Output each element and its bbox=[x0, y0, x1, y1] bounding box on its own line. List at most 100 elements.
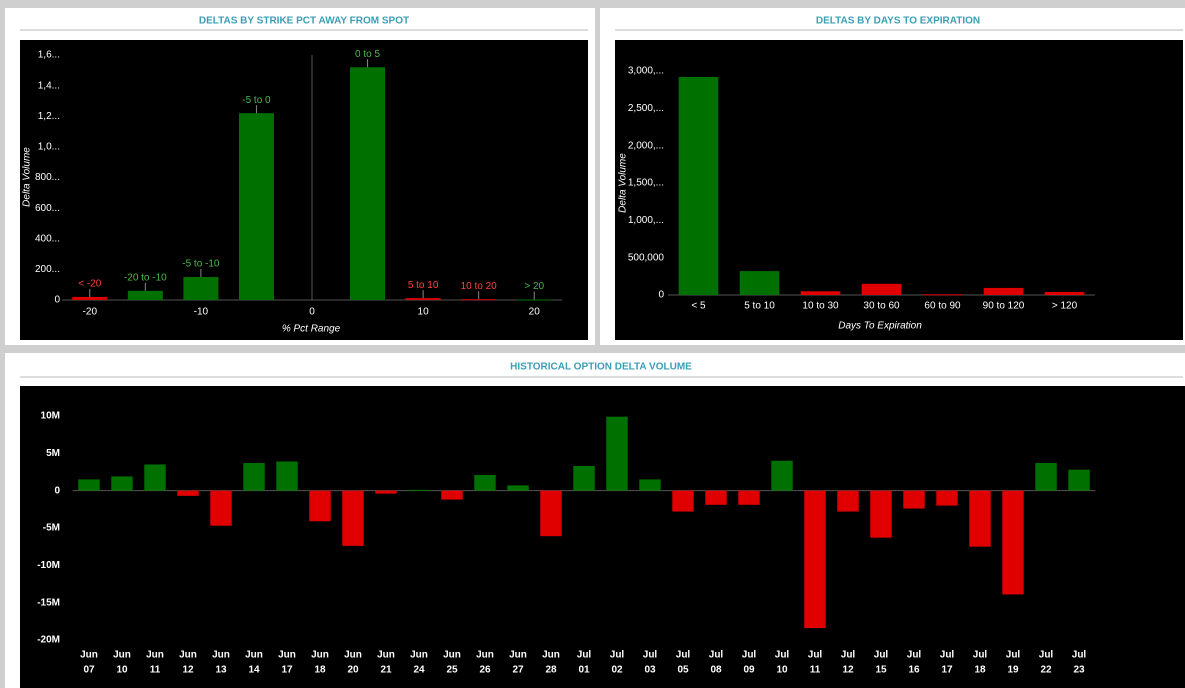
x-tick-label: Jul bbox=[676, 650, 691, 661]
bar bbox=[936, 490, 958, 506]
x-tick-label: 25 bbox=[446, 665, 458, 676]
bar-label: -5 to -10 bbox=[182, 259, 220, 270]
bar bbox=[870, 490, 892, 538]
y-axis-title: Delta Volume bbox=[618, 153, 629, 213]
x-tick-label: 10 bbox=[116, 665, 128, 676]
x-tick-label: Jul bbox=[1006, 650, 1021, 661]
x-tick-label: Jun bbox=[410, 650, 428, 661]
y-tick-label: 1,500,... bbox=[628, 178, 664, 189]
bar bbox=[800, 291, 841, 295]
x-tick-label: 03 bbox=[644, 665, 656, 676]
chart-title: DELTAS BY DAYS TO EXPIRATION bbox=[816, 16, 980, 27]
x-tick-label: Jul bbox=[973, 650, 988, 661]
x-tick-label: 15 bbox=[875, 665, 887, 676]
x-tick-label: 16 bbox=[908, 665, 920, 676]
x-tick-label: Jun bbox=[311, 650, 329, 661]
x-tick-label: 10 bbox=[776, 665, 788, 676]
bar bbox=[408, 489, 430, 491]
y-tick-label: -5M bbox=[43, 523, 60, 534]
bar bbox=[342, 490, 364, 546]
x-tick-label: 11 bbox=[810, 665, 821, 676]
bar bbox=[1002, 490, 1024, 595]
x-tick-label: 22 bbox=[1040, 665, 1052, 676]
bar bbox=[144, 464, 166, 491]
y-tick-label: 1,2... bbox=[38, 111, 60, 122]
x-tick-label: 5 to 10 bbox=[744, 301, 775, 312]
bar bbox=[903, 490, 925, 509]
x-tick-label: Jun bbox=[344, 650, 362, 661]
x-tick-label: Jul bbox=[1039, 650, 1054, 661]
x-tick-label: Jun bbox=[113, 650, 131, 661]
x-tick-label: 30 to 60 bbox=[863, 301, 900, 312]
x-tick-label: 28 bbox=[545, 665, 557, 676]
bar-label: 5 to 10 bbox=[408, 280, 439, 291]
bar bbox=[177, 490, 199, 496]
y-tick-label: 0 bbox=[54, 485, 60, 496]
x-tick-label: 23 bbox=[1073, 665, 1085, 676]
bar bbox=[72, 296, 108, 300]
bar-label: -20 to -10 bbox=[124, 272, 167, 283]
bar-label: > 20 bbox=[524, 281, 544, 292]
y-tick-label: 1,6... bbox=[38, 50, 60, 61]
y-tick-label: 400... bbox=[35, 233, 60, 244]
x-tick-label: 12 bbox=[842, 665, 854, 676]
x-tick-label: 10 bbox=[418, 307, 430, 318]
x-tick-label: 09 bbox=[743, 665, 755, 676]
x-tick-label: Jun bbox=[278, 650, 296, 661]
y-tick-label: 1,0... bbox=[38, 142, 60, 153]
bar bbox=[705, 490, 727, 505]
x-tick-label: Jul bbox=[577, 650, 592, 661]
x-tick-label: Jul bbox=[643, 650, 658, 661]
x-tick-label: < 5 bbox=[691, 301, 706, 312]
bar bbox=[276, 461, 298, 491]
x-tick-label: 60 to 90 bbox=[924, 301, 961, 312]
y-tick-label: 500,000 bbox=[628, 252, 665, 263]
bar bbox=[969, 490, 991, 547]
x-tick-label: 01 bbox=[578, 665, 590, 676]
bar bbox=[350, 67, 386, 300]
x-tick-label: Jun bbox=[245, 650, 263, 661]
x-tick-label: Jul bbox=[709, 650, 724, 661]
x-tick-label: 17 bbox=[941, 665, 953, 676]
bar bbox=[78, 479, 100, 491]
bar bbox=[474, 474, 496, 491]
x-tick-label: 20 bbox=[347, 665, 359, 676]
x-tick-label: 17 bbox=[281, 665, 293, 676]
x-tick-label: -20 bbox=[83, 307, 98, 318]
x-tick-label: 20 bbox=[529, 307, 541, 318]
chart-title: HISTORICAL OPTION DELTA VOLUME bbox=[510, 362, 692, 373]
bar bbox=[606, 416, 628, 491]
bar bbox=[516, 299, 552, 301]
y-tick-label: 1,4... bbox=[38, 80, 60, 91]
y-tick-label: 10M bbox=[41, 411, 60, 422]
bar bbox=[127, 290, 163, 300]
x-tick-label: Jun bbox=[212, 650, 230, 661]
bar bbox=[573, 465, 595, 491]
bar bbox=[739, 271, 780, 295]
x-tick-label: 27 bbox=[512, 665, 524, 676]
x-tick-label: Jul bbox=[808, 650, 823, 661]
x-tick-label: Jun bbox=[80, 650, 98, 661]
x-tick-label: -10 bbox=[194, 307, 209, 318]
bar bbox=[111, 476, 133, 491]
x-tick-label: Jul bbox=[610, 650, 625, 661]
bar bbox=[672, 490, 694, 512]
x-tick-label: 18 bbox=[314, 665, 326, 676]
x-tick-label: Jun bbox=[509, 650, 527, 661]
x-tick-label: 21 bbox=[380, 665, 392, 676]
bar bbox=[238, 113, 274, 300]
x-tick-label: Jun bbox=[476, 650, 494, 661]
x-tick-label: Jun bbox=[443, 650, 461, 661]
x-tick-label: 10 to 30 bbox=[802, 301, 839, 312]
bar bbox=[210, 490, 232, 526]
x-tick-label: 05 bbox=[677, 665, 689, 676]
bar bbox=[540, 490, 562, 537]
x-tick-label: 12 bbox=[182, 665, 194, 676]
bar bbox=[405, 298, 441, 300]
bar bbox=[983, 287, 1024, 295]
bar bbox=[837, 490, 859, 512]
x-tick-label: 14 bbox=[248, 665, 260, 676]
x-tick-label: 18 bbox=[974, 665, 986, 676]
bar bbox=[639, 479, 661, 491]
bar bbox=[1035, 462, 1057, 491]
